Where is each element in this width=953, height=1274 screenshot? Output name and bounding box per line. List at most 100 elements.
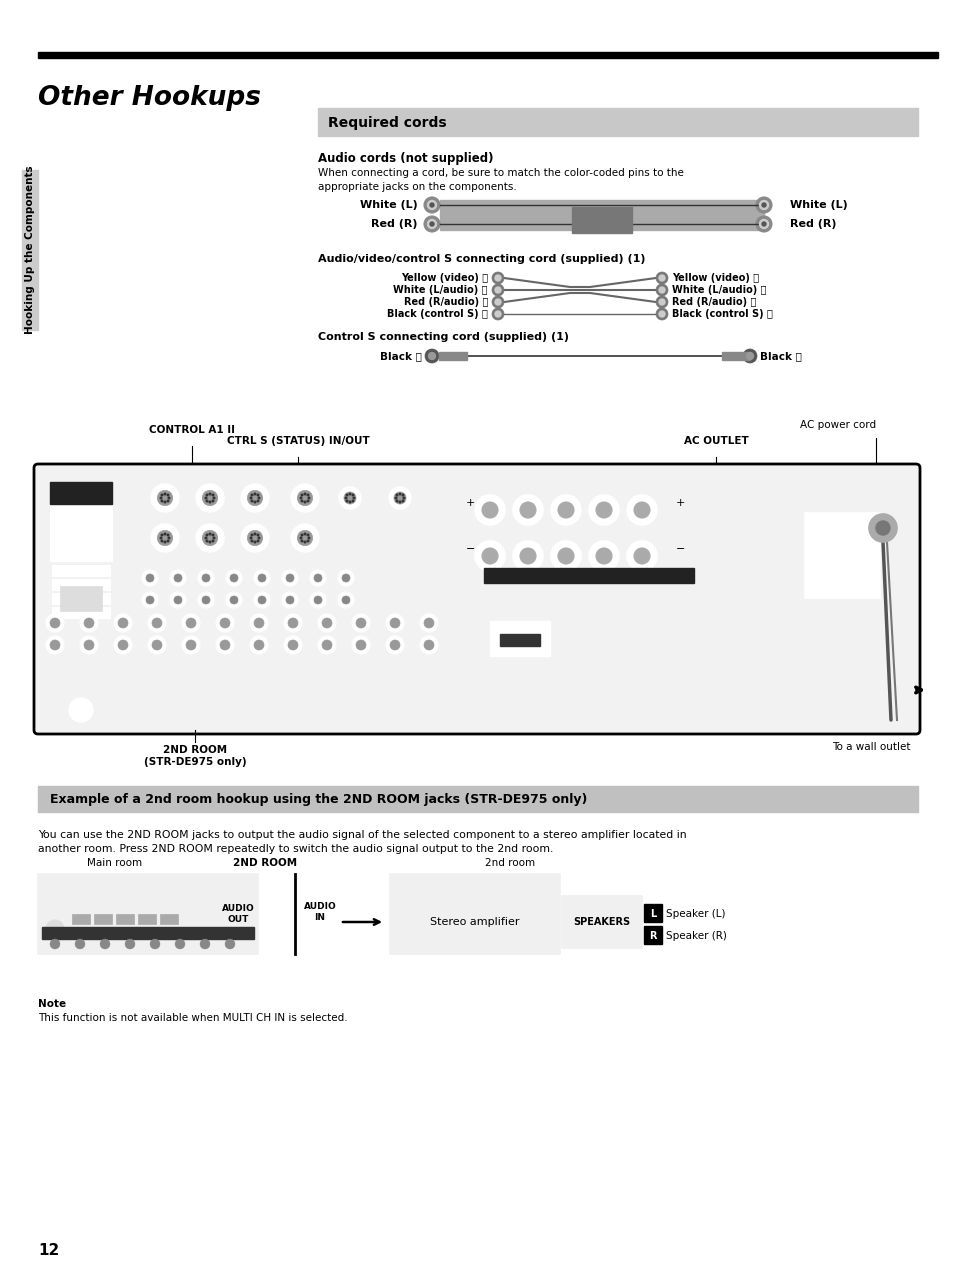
Bar <box>52 578 110 590</box>
Bar <box>50 505 112 561</box>
Circle shape <box>209 493 211 494</box>
Circle shape <box>247 490 262 506</box>
Circle shape <box>142 569 158 586</box>
Text: Main room: Main room <box>88 857 142 868</box>
Circle shape <box>386 614 403 632</box>
Circle shape <box>656 273 667 284</box>
Circle shape <box>402 501 403 502</box>
Circle shape <box>118 640 128 650</box>
Circle shape <box>113 614 132 632</box>
Circle shape <box>428 353 435 359</box>
Circle shape <box>419 636 437 654</box>
Bar <box>643 905 661 922</box>
Circle shape <box>80 636 98 654</box>
Circle shape <box>182 614 200 632</box>
Circle shape <box>209 541 211 543</box>
Text: −: − <box>465 544 475 554</box>
Circle shape <box>755 217 771 232</box>
Text: Red (R): Red (R) <box>789 219 836 229</box>
Circle shape <box>253 541 255 543</box>
Circle shape <box>755 197 771 213</box>
Circle shape <box>286 596 294 604</box>
Circle shape <box>161 534 163 536</box>
Bar <box>804 513 879 598</box>
Circle shape <box>164 534 166 535</box>
Text: Required cords: Required cords <box>328 116 446 130</box>
Text: CONTROL A1 II: CONTROL A1 II <box>149 426 234 434</box>
Text: White (L): White (L) <box>789 200 847 210</box>
Circle shape <box>69 698 92 722</box>
Text: Speaker (L): Speaker (L) <box>665 910 724 919</box>
Bar <box>38 786 917 812</box>
Circle shape <box>390 640 399 650</box>
Circle shape <box>213 538 214 539</box>
Bar <box>561 896 641 948</box>
Circle shape <box>596 502 612 519</box>
Text: Example of a 2nd room hookup using the 2ND ROOM jacks (STR-DE975 only): Example of a 2nd room hookup using the 2… <box>50 794 587 806</box>
Circle shape <box>241 524 269 552</box>
Circle shape <box>84 618 94 628</box>
Circle shape <box>152 640 162 650</box>
Circle shape <box>286 575 294 582</box>
Circle shape <box>202 596 210 604</box>
Bar <box>439 200 763 231</box>
Circle shape <box>588 496 618 525</box>
Circle shape <box>341 596 350 604</box>
Circle shape <box>495 275 500 282</box>
Circle shape <box>167 540 169 541</box>
Circle shape <box>355 640 366 650</box>
Circle shape <box>588 541 618 571</box>
Circle shape <box>352 494 354 496</box>
Circle shape <box>322 618 332 628</box>
Circle shape <box>875 521 889 535</box>
Circle shape <box>519 548 536 564</box>
Bar <box>52 564 110 576</box>
Circle shape <box>492 273 503 284</box>
Circle shape <box>300 538 301 539</box>
Circle shape <box>168 538 170 539</box>
Text: White (L): White (L) <box>360 200 417 210</box>
Circle shape <box>304 541 306 543</box>
Circle shape <box>492 308 503 320</box>
Circle shape <box>659 311 664 317</box>
Circle shape <box>206 540 208 541</box>
Circle shape <box>282 592 297 608</box>
Circle shape <box>634 548 649 564</box>
Text: Black Ⓔ: Black Ⓔ <box>379 352 421 361</box>
Circle shape <box>206 534 208 536</box>
Circle shape <box>304 493 306 494</box>
Circle shape <box>146 575 153 582</box>
Circle shape <box>344 492 355 505</box>
Circle shape <box>395 494 397 496</box>
Circle shape <box>626 541 657 571</box>
Text: Yellow (video) Ⓐ: Yellow (video) Ⓐ <box>400 273 488 283</box>
Circle shape <box>226 569 242 586</box>
Text: 2nd room: 2nd room <box>484 857 535 868</box>
Circle shape <box>317 636 335 654</box>
Circle shape <box>251 501 253 502</box>
Circle shape <box>118 618 128 628</box>
Text: Audio cords (not supplied): Audio cords (not supplied) <box>317 152 493 166</box>
Circle shape <box>389 487 411 510</box>
Circle shape <box>198 569 213 586</box>
Circle shape <box>257 596 266 604</box>
Circle shape <box>170 569 186 586</box>
Bar <box>438 352 467 361</box>
Circle shape <box>250 614 268 632</box>
Circle shape <box>230 575 237 582</box>
Circle shape <box>288 618 297 628</box>
Circle shape <box>481 548 497 564</box>
Circle shape <box>161 494 163 496</box>
Circle shape <box>291 484 318 512</box>
Circle shape <box>251 540 253 541</box>
Text: 2ND ROOM
(STR-DE975 only): 2ND ROOM (STR-DE975 only) <box>144 745 246 767</box>
Circle shape <box>202 490 217 506</box>
Bar <box>836 519 854 548</box>
Circle shape <box>742 349 757 363</box>
Circle shape <box>659 275 664 282</box>
Text: When connecting a cord, be sure to match the color-coded pins to the
appropriate: When connecting a cord, be sure to match… <box>317 168 683 192</box>
Bar <box>812 519 830 548</box>
Text: Red (R/audio) Ⓒ: Red (R/audio) Ⓒ <box>403 297 488 307</box>
Circle shape <box>427 219 436 228</box>
Circle shape <box>212 501 213 502</box>
